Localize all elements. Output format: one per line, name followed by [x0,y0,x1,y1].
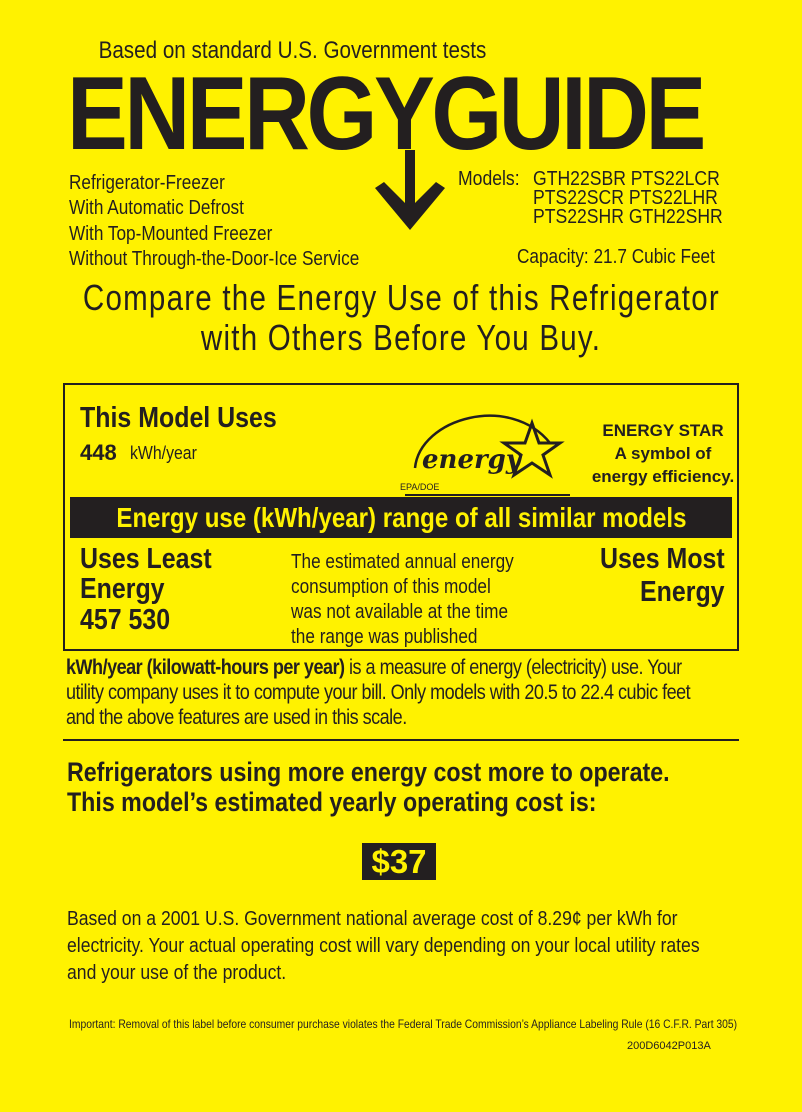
model-line: GTH22SBR PTS22LCR [533,168,720,190]
label-code: 200D6042P013A [627,1040,711,1052]
energyguide-logo: ENERGYGUIDE [67,56,706,172]
range-note: consumption of this model [291,576,491,598]
divider [63,739,739,741]
energy-use-box [63,383,739,651]
feature-line: With Automatic Defrost [69,197,244,219]
kwh-value: 448 [80,440,117,465]
model-line: PTS22SCR PTS22LHR [533,187,718,209]
uses-most-label: Uses Most [600,543,725,575]
operating-cost: $37 [362,843,436,880]
range-note: The estimated annual energy [291,551,514,573]
uses-least-label: Uses Least [80,543,212,575]
compare-heading-line: with Others Before You Buy. [200,317,602,358]
energy-star-text: ENERGY STAR [602,421,724,440]
uses-least-label: Energy [80,573,165,605]
arrow-down-icon [375,150,445,230]
feature-line: Without Through-the-Door-Ice Service [69,248,360,270]
feature-line: Refrigerator-Freezer [69,172,225,194]
cost-basis: Based on a 2001 U.S. Government national… [67,908,700,984]
epa-doe-label: EPA/DOE [400,482,439,492]
energy-star-text: energy efficiency. [591,467,735,486]
models-label: Models: [458,168,520,190]
energy-star-logo-icon: energy EPA/DOE [400,414,570,496]
energy-star-text: A symbol of [614,444,712,463]
compare-heading-line: Compare the Energy Use of this Refrigera… [82,277,720,318]
feature-line: With Top-Mounted Freezer [69,223,273,245]
kwh-unit: kWh/year [130,443,197,463]
uses-most-label: Energy [640,576,725,608]
important-notice: Important: Removal of this label before … [69,1017,738,1031]
capacity: Capacity: 21.7 Cubic Feet [517,246,715,268]
range-values: 457 530 [80,604,171,636]
this-model-uses-title: This Model Uses [80,402,277,434]
range-note: was not available at the time [291,601,509,623]
energy-star-script: energy [422,445,523,475]
cost-heading: Refrigerators using more energy cost mor… [67,757,670,817]
model-line: PTS22SHR GTH22SHR [533,206,723,228]
range-banner: Energy use (kWh/year) range of all simil… [70,497,732,538]
range-note: the range was published [291,626,478,648]
tests-note: Based on standard U.S. Government tests [98,37,487,64]
kwh-explanation: kWh/year (kilowatt-hours per year) is a … [66,656,691,729]
